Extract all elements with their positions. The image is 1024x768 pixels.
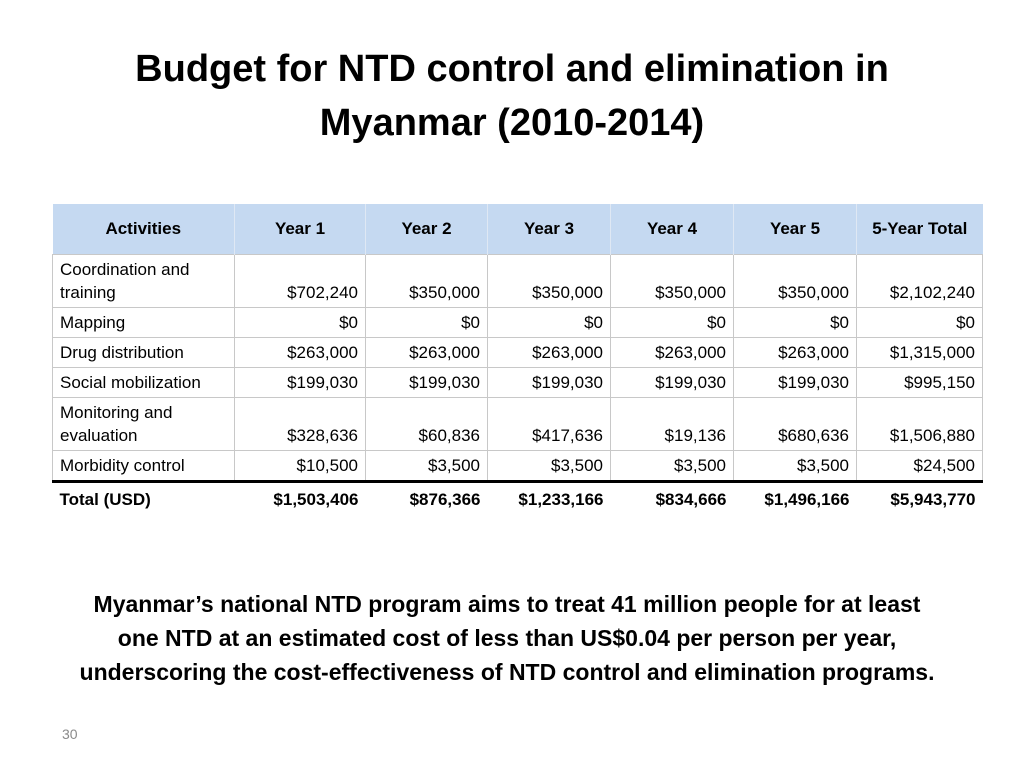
cell-value: $199,030 <box>487 367 611 398</box>
cell-value: $680,636 <box>733 397 857 451</box>
cell-value: $10,500 <box>234 450 366 482</box>
cell-value: $19,136 <box>610 397 734 451</box>
header-year-2: Year 2 <box>365 204 488 255</box>
cell-activity: Morbidity control <box>52 450 235 482</box>
cell-value: $199,030 <box>365 367 488 398</box>
cell-activity: Coordination and training <box>52 254 235 308</box>
cell-value: $417,636 <box>487 397 611 451</box>
header-year-5: Year 5 <box>733 204 857 255</box>
total-value: $876,366 <box>365 480 488 516</box>
table-row: Mapping $0 $0 $0 $0 $0 $0 <box>52 307 983 338</box>
total-value: $1,496,166 <box>733 480 857 516</box>
cell-value: $263,000 <box>365 337 488 368</box>
header-year-3: Year 3 <box>487 204 611 255</box>
slide-caption: Myanmar’s national NTD program aims to t… <box>79 591 935 685</box>
table-header-row: Activities Year 1 Year 2 Year 3 Year 4 Y… <box>52 204 983 255</box>
grand-total: $5,943,770 <box>856 480 983 516</box>
cell-value: $199,030 <box>610 367 734 398</box>
cell-value: $328,636 <box>234 397 366 451</box>
cell-value: $0 <box>234 307 366 338</box>
cell-activity: Drug distribution <box>52 337 235 368</box>
cell-activity: Mapping <box>52 307 235 338</box>
header-5-year-total: 5-Year Total <box>856 204 983 255</box>
table-row: Monitoring and evaluation $328,636 $60,8… <box>52 397 983 451</box>
cell-value: $350,000 <box>733 254 857 308</box>
cell-value: $263,000 <box>610 337 734 368</box>
cell-activity: Monitoring and evaluation <box>52 397 235 451</box>
cell-value: $0 <box>487 307 611 338</box>
table-row: Coordination and training $702,240 $350,… <box>52 254 983 308</box>
total-value: $1,233,166 <box>487 480 611 516</box>
cell-total: $1,315,000 <box>856 337 983 368</box>
cell-total: $1,506,880 <box>856 397 983 451</box>
cell-value: $263,000 <box>234 337 366 368</box>
cell-activity: Social mobilization <box>52 367 235 398</box>
cell-total: $2,102,240 <box>856 254 983 308</box>
cell-value: $263,000 <box>733 337 857 368</box>
cell-value: $350,000 <box>365 254 488 308</box>
page-number: 30 <box>62 726 78 742</box>
cell-value: $350,000 <box>487 254 611 308</box>
total-label: Total (USD) <box>52 480 235 516</box>
total-value: $1,503,406 <box>234 480 366 516</box>
cell-total: $24,500 <box>856 450 983 482</box>
cell-value: $0 <box>365 307 488 338</box>
cell-total: $995,150 <box>856 367 983 398</box>
table-row: Drug distribution $263,000 $263,000 $263… <box>52 337 983 368</box>
cell-value: $702,240 <box>234 254 366 308</box>
cell-value: $0 <box>610 307 734 338</box>
total-value: $834,666 <box>610 480 734 516</box>
table-row: Morbidity control $10,500 $3,500 $3,500 … <box>52 450 983 482</box>
cell-value: $3,500 <box>487 450 611 482</box>
cell-value: $263,000 <box>487 337 611 368</box>
cell-value: $3,500 <box>365 450 488 482</box>
header-activities: Activities <box>52 204 235 255</box>
cell-value: $350,000 <box>610 254 734 308</box>
cell-value: $199,030 <box>234 367 366 398</box>
cell-value: $60,836 <box>365 397 488 451</box>
cell-value: $0 <box>733 307 857 338</box>
cell-value: $199,030 <box>733 367 857 398</box>
table-total-row: Total (USD) $1,503,406 $876,366 $1,233,1… <box>52 480 983 516</box>
cell-total: $0 <box>856 307 983 338</box>
slide-title: Budget for NTD control and elimination i… <box>135 48 889 144</box>
budget-table: Activities Year 1 Year 2 Year 3 Year 4 Y… <box>52 204 983 516</box>
cell-value: $3,500 <box>733 450 857 482</box>
cell-value: $3,500 <box>610 450 734 482</box>
header-year-1: Year 1 <box>234 204 366 255</box>
header-year-4: Year 4 <box>610 204 734 255</box>
table-row: Social mobilization $199,030 $199,030 $1… <box>52 367 983 398</box>
